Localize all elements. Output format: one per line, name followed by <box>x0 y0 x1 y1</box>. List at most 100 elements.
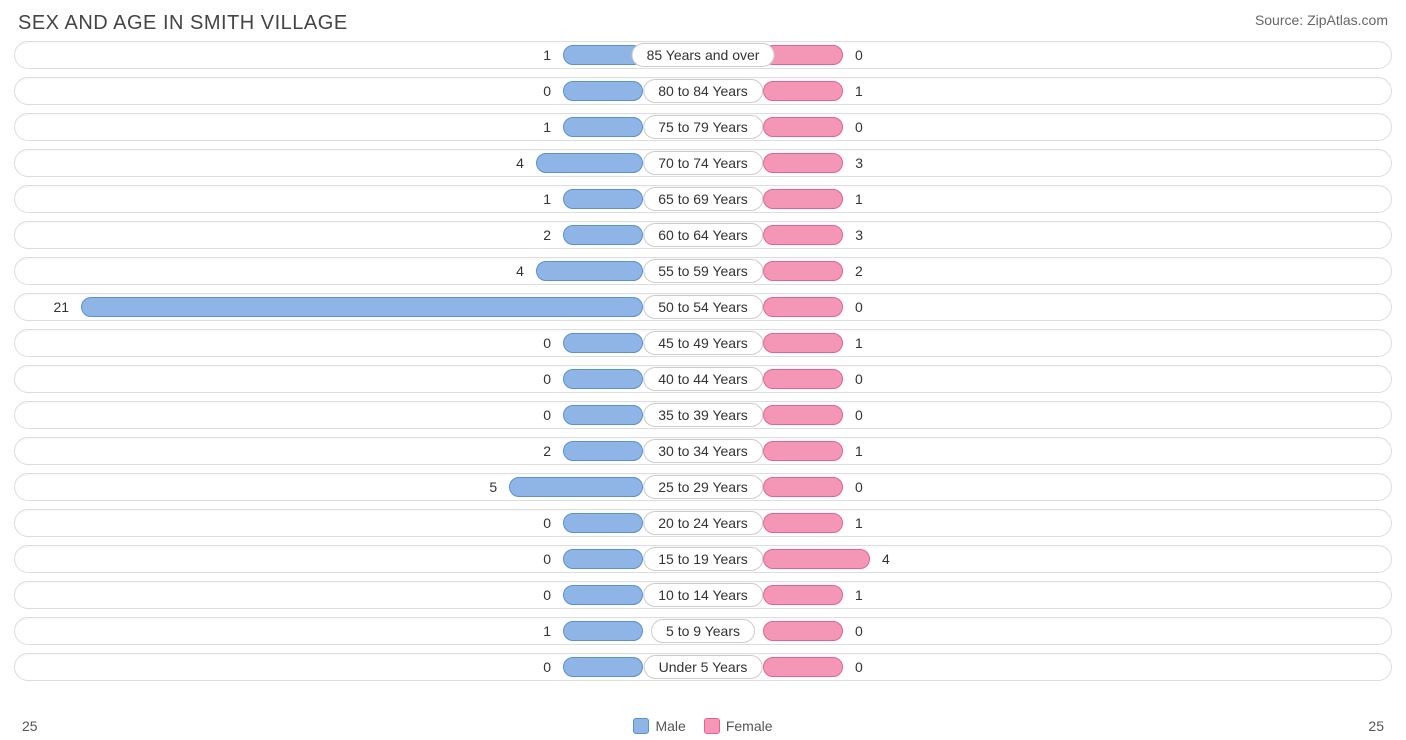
age-row: 1 0 75 to 79 Years <box>14 113 1392 141</box>
male-bar <box>563 585 643 605</box>
male-bar <box>536 261 643 281</box>
age-row: 0 4 15 to 19 Years <box>14 545 1392 573</box>
female-value: 1 <box>855 443 863 459</box>
female-bar <box>763 657 843 677</box>
male-value: 2 <box>543 443 551 459</box>
female-bar <box>763 333 843 353</box>
female-value: 4 <box>882 551 890 567</box>
female-bar <box>763 549 870 569</box>
age-row: 2360 to 64 Years <box>14 221 1392 249</box>
age-row: 1 1 65 to 69 Years <box>14 185 1392 213</box>
age-row: 4255 to 59 Years <box>14 257 1392 285</box>
age-row: 2 1 30 to 34 Years <box>14 437 1392 465</box>
legend-male-label: Male <box>655 718 685 734</box>
female-bar <box>763 117 843 137</box>
female-bar <box>763 189 843 209</box>
female-value: 1 <box>855 191 863 207</box>
male-value: 0 <box>543 659 551 675</box>
female-bar <box>763 225 843 245</box>
male-bar <box>563 657 643 677</box>
male-bar <box>563 333 643 353</box>
age-row: 0 1 20 to 24 Years <box>14 509 1392 537</box>
chart-footer: 25 Male Female 25 <box>0 718 1406 734</box>
male-value: 4 <box>516 263 524 279</box>
male-value: 0 <box>543 551 551 567</box>
age-label: 35 to 39 Years <box>643 403 763 427</box>
male-bar <box>563 621 643 641</box>
female-value: 1 <box>855 83 863 99</box>
age-row: 4370 to 74 Years <box>14 149 1392 177</box>
chart-source: Source: ZipAtlas.com <box>1255 12 1388 28</box>
male-value: 21 <box>53 299 69 315</box>
male-value: 0 <box>543 515 551 531</box>
female-value: 0 <box>855 479 863 495</box>
axis-right-max: 25 <box>1368 718 1384 734</box>
female-bar <box>763 297 843 317</box>
male-bar <box>563 513 643 533</box>
age-label: 45 to 49 Years <box>643 331 763 355</box>
age-row: 0145 to 49 Years <box>14 329 1392 357</box>
age-row: 105 to 9 Years <box>14 617 1392 645</box>
age-row: 21050 to 54 Years <box>14 293 1392 321</box>
male-bar <box>509 477 643 497</box>
legend: Male Female <box>633 718 772 734</box>
age-row: 0 1 10 to 14 Years <box>14 581 1392 609</box>
male-bar <box>563 441 643 461</box>
male-value: 1 <box>543 119 551 135</box>
male-value: 1 <box>543 47 551 63</box>
age-row: 5025 to 29 Years <box>14 473 1392 501</box>
male-bar <box>563 549 643 569</box>
female-value: 2 <box>855 263 863 279</box>
age-label: 20 to 24 Years <box>643 511 763 535</box>
age-label: 80 to 84 Years <box>643 79 763 103</box>
male-value: 0 <box>543 587 551 603</box>
age-row: 0 0 Under 5 Years <box>14 653 1392 681</box>
female-value: 1 <box>855 335 863 351</box>
age-label: 5 to 9 Years <box>651 619 755 643</box>
age-row: 0035 to 39 Years <box>14 401 1392 429</box>
female-value: 0 <box>855 659 863 675</box>
male-bar <box>81 297 643 317</box>
axis-left-max: 25 <box>22 718 38 734</box>
female-value: 1 <box>855 515 863 531</box>
male-bar <box>563 225 643 245</box>
female-value: 0 <box>855 407 863 423</box>
female-bar <box>763 369 843 389</box>
male-swatch-icon <box>633 718 649 734</box>
age-row: 0040 to 44 Years <box>14 365 1392 393</box>
female-bar <box>763 81 843 101</box>
age-label: 30 to 34 Years <box>643 439 763 463</box>
male-value: 0 <box>543 371 551 387</box>
age-label: 85 Years and over <box>632 43 775 67</box>
female-bar <box>763 477 843 497</box>
male-value: 5 <box>489 479 497 495</box>
male-value: 1 <box>543 623 551 639</box>
chart-header: SEX AND AGE IN SMITH VILLAGE Source: Zip… <box>0 0 1406 41</box>
female-value: 3 <box>855 227 863 243</box>
age-row: 0180 to 84 Years <box>14 77 1392 105</box>
female-bar <box>763 261 843 281</box>
female-bar <box>763 513 843 533</box>
male-bar <box>563 369 643 389</box>
legend-female-label: Female <box>726 718 773 734</box>
legend-item-female: Female <box>704 718 773 734</box>
female-value: 0 <box>855 47 863 63</box>
age-label: 70 to 74 Years <box>643 151 763 175</box>
female-bar <box>763 405 843 425</box>
age-label: 75 to 79 Years <box>643 115 763 139</box>
female-bar <box>763 45 843 65</box>
age-label: 15 to 19 Years <box>643 547 763 571</box>
age-label: 65 to 69 Years <box>643 187 763 211</box>
age-label: Under 5 Years <box>644 655 763 679</box>
female-value: 1 <box>855 587 863 603</box>
chart-title: SEX AND AGE IN SMITH VILLAGE <box>18 12 348 35</box>
male-bar <box>563 81 643 101</box>
female-value: 0 <box>855 119 863 135</box>
age-label: 10 to 14 Years <box>643 583 763 607</box>
male-value: 1 <box>543 191 551 207</box>
female-value: 3 <box>855 155 863 171</box>
age-row: 1 0 85 Years and over <box>14 41 1392 69</box>
legend-item-male: Male <box>633 718 685 734</box>
female-bar <box>763 585 843 605</box>
female-bar <box>763 153 843 173</box>
